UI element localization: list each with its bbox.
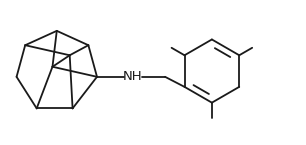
Text: NH: NH — [123, 70, 143, 83]
